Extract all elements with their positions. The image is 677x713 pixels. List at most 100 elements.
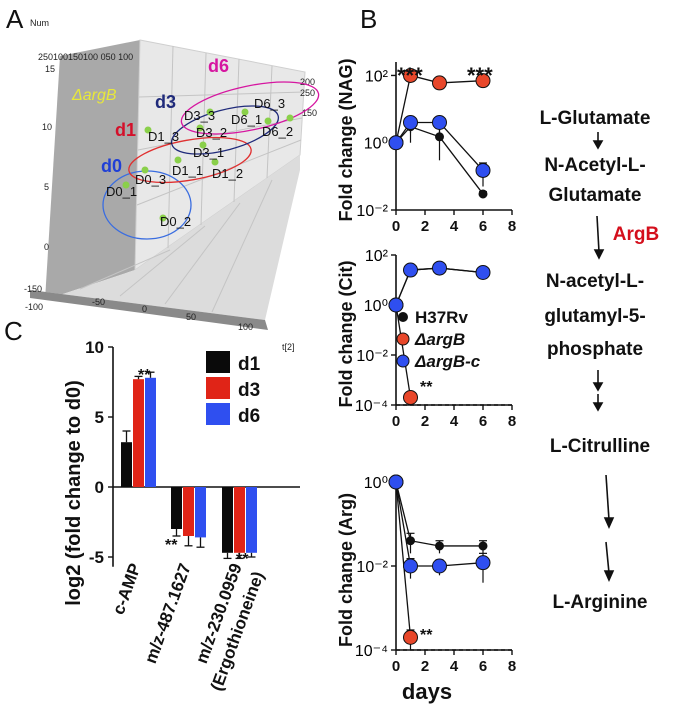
bar-y-tick-label: 0: [95, 478, 104, 497]
data-point: [475, 73, 491, 89]
point-label: D1_1: [172, 163, 203, 178]
right-tick: 150: [302, 108, 317, 118]
data-point: [388, 297, 404, 313]
left-wall: [45, 40, 140, 300]
x-tick-label: 4: [450, 218, 459, 235]
bottom-tick: 50: [186, 312, 196, 322]
z-tick: 10: [42, 122, 52, 132]
x-tick-label: 8: [508, 218, 516, 235]
pca-point: [211, 158, 219, 166]
data-point: [403, 67, 418, 83]
pca-point: [122, 181, 130, 189]
data-point: [435, 541, 444, 551]
y-tick-label: 10⁻⁴: [355, 398, 388, 415]
enzyme-label: ArgB: [613, 224, 659, 245]
bottom-tick: -100: [25, 302, 43, 312]
pathway-step: L-Citrulline: [550, 436, 650, 457]
bar-legend-swatch: [206, 403, 230, 425]
data-point: [388, 135, 404, 151]
bar: [234, 487, 245, 553]
pca-point: [196, 124, 204, 132]
point-label: D6_3: [254, 96, 285, 111]
bar-category-label: c-AMP: [109, 561, 145, 617]
pathway-step: Glutamate: [549, 185, 642, 206]
data-point: [403, 114, 418, 130]
point-label: D6_2: [262, 124, 293, 139]
legend-label-h37rv: H37Rv: [415, 308, 468, 327]
data-point: [432, 114, 447, 130]
right-tick: 200: [300, 77, 315, 87]
pca-point: [286, 114, 294, 122]
back-top-ticks: 250100150100 050 100: [38, 52, 133, 62]
bottom-tick: 100: [238, 322, 253, 332]
x-tick-label: 0: [392, 218, 400, 235]
panel-a: A Num 250100150100 050 100 t[2]: [6, 4, 320, 352]
y-tick-label: 10⁻²: [356, 348, 388, 365]
data-point: [432, 75, 447, 91]
pca-point: [141, 166, 149, 174]
bar-y-tick-label: 5: [95, 408, 104, 427]
y-tick-label: 10²: [365, 68, 389, 85]
x-tick-label: 6: [479, 658, 487, 675]
pathway-step: N-acetyl-L-: [546, 271, 644, 292]
pca-point: [199, 141, 207, 149]
ellipse-d1: [128, 136, 252, 184]
bar-chart: 1050-5c-AMPm/z-487.1627m/z-230.0959(Ergo…: [85, 338, 300, 693]
point-label: D3_1: [193, 145, 224, 160]
bar-y-tick-label: -5: [89, 548, 104, 567]
bar-legend-label: d6: [238, 406, 260, 427]
x-tick-label: 8: [508, 413, 516, 430]
data-point: [478, 189, 488, 199]
bar-legend-label: d3: [238, 380, 260, 401]
z-tick: 0: [44, 242, 49, 252]
legend-b: H37Rv ΔargB ΔargB-c: [396, 308, 481, 371]
y-tick-label: 10²: [365, 248, 389, 265]
data-point: [475, 555, 491, 571]
data-point: [478, 541, 488, 551]
bar-y-tick-label: 10: [85, 338, 104, 357]
arrow-head: [603, 570, 615, 582]
bar-legend-swatch: [206, 377, 230, 399]
group-label-d6: d6: [208, 56, 229, 76]
bottom-tick: -50: [92, 297, 105, 307]
z-tick: 15: [45, 64, 55, 74]
data-point: [435, 132, 444, 142]
bar: [171, 487, 182, 529]
point-label: D1_2: [212, 166, 243, 181]
x-tick-label: 2: [421, 658, 429, 675]
pca-point: [206, 108, 214, 116]
arrow-head: [592, 402, 604, 412]
pathway-step: L-Arginine: [553, 592, 648, 613]
arrow-shaft: [596, 215, 600, 253]
y-tick-label: 10⁻⁴: [355, 643, 388, 660]
pathway-step: glutamyl-5-: [544, 306, 645, 327]
pca-point: [159, 214, 167, 222]
significance-star: ***: [397, 63, 423, 88]
panel-a-label: A: [6, 4, 24, 34]
data-point: [403, 389, 418, 405]
data-point: [475, 264, 491, 280]
ellipse-d6: [180, 81, 320, 135]
axis-num-label: Num: [30, 18, 49, 28]
data-point: [403, 629, 418, 645]
group-label-d0: d0: [101, 156, 122, 176]
arrow-shaft: [605, 474, 610, 521]
arrow-head: [592, 140, 604, 150]
pca-point: [241, 108, 249, 116]
point-label: D6_1: [231, 112, 262, 127]
floor-edge: [30, 290, 268, 330]
x-tick-label: 2: [421, 218, 429, 235]
bar: [121, 442, 132, 487]
bar: [222, 487, 233, 553]
arrow-head: [593, 249, 605, 260]
significance-star: **: [420, 627, 433, 644]
strain-label: ΔargB: [71, 87, 117, 104]
bar-significance: **: [138, 367, 151, 384]
x-tick-label: 6: [479, 218, 487, 235]
z-tick: 5: [44, 182, 49, 192]
data-point: [406, 536, 415, 546]
bar: [145, 377, 156, 487]
group-label-d1: d1: [115, 120, 136, 140]
x-tick-label: 8: [508, 658, 516, 675]
